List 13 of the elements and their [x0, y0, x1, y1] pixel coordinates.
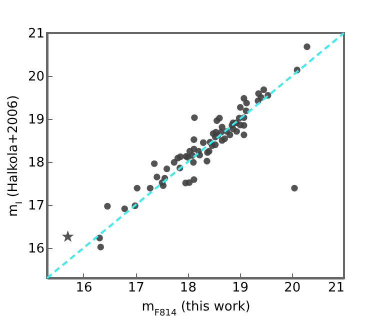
- x-tick-label: 21: [328, 280, 344, 296]
- y-tick-label: 19: [28, 112, 44, 128]
- x-tick-label: 20: [284, 280, 301, 296]
- x-tick-label: 17: [128, 280, 144, 296]
- y-tick-label: 21: [28, 26, 44, 42]
- x-axis-title: m$_{F814}$ (this work): [142, 300, 250, 318]
- y-tick-label: 16: [28, 241, 44, 256]
- y-tick-label: 18: [28, 155, 44, 170]
- x-tick-label: 16: [76, 280, 92, 296]
- y-tick-label: 20: [28, 69, 44, 84]
- x-tick-label: 18: [180, 280, 196, 296]
- y-tick-label: 17: [28, 198, 44, 214]
- x-tick-label: 19: [232, 280, 249, 296]
